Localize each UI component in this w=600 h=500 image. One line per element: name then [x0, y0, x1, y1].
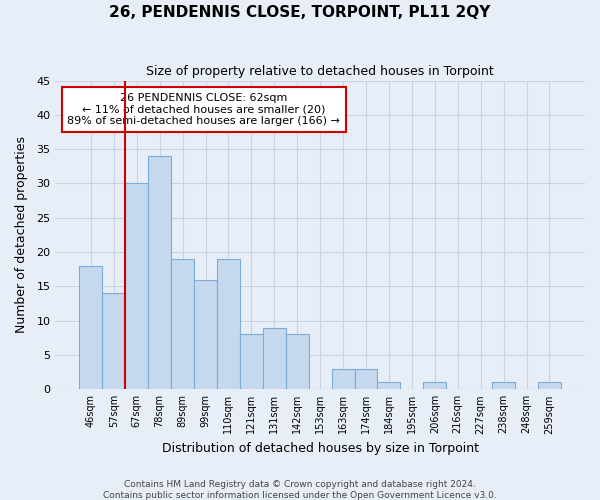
- Bar: [79, 266, 103, 390]
- Bar: [103, 293, 125, 390]
- Bar: [125, 184, 148, 390]
- Bar: [332, 368, 355, 390]
- Y-axis label: Number of detached properties: Number of detached properties: [15, 136, 28, 334]
- Bar: [424, 382, 446, 390]
- Bar: [355, 368, 377, 390]
- Text: Contains HM Land Registry data © Crown copyright and database right 2024.
Contai: Contains HM Land Registry data © Crown c…: [103, 480, 497, 500]
- Bar: [240, 334, 263, 390]
- Bar: [492, 382, 515, 390]
- Text: 26 PENDENNIS CLOSE: 62sqm
← 11% of detached houses are smaller (20)
89% of semi-: 26 PENDENNIS CLOSE: 62sqm ← 11% of detac…: [67, 93, 340, 126]
- Bar: [217, 259, 240, 390]
- Text: 26, PENDENNIS CLOSE, TORPOINT, PL11 2QY: 26, PENDENNIS CLOSE, TORPOINT, PL11 2QY: [109, 5, 491, 20]
- Title: Size of property relative to detached houses in Torpoint: Size of property relative to detached ho…: [146, 65, 494, 78]
- Bar: [286, 334, 308, 390]
- Bar: [194, 280, 217, 390]
- Bar: [538, 382, 561, 390]
- Bar: [148, 156, 171, 390]
- Bar: [171, 259, 194, 390]
- X-axis label: Distribution of detached houses by size in Torpoint: Distribution of detached houses by size …: [161, 442, 479, 455]
- Bar: [377, 382, 400, 390]
- Bar: [263, 328, 286, 390]
